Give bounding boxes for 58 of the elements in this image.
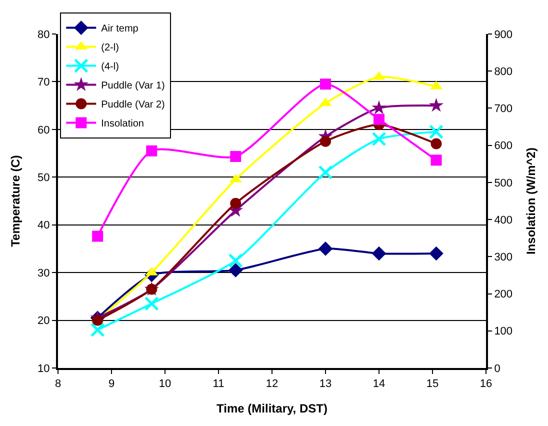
y-tick-label: 40 bbox=[38, 220, 50, 232]
point bbox=[372, 132, 386, 146]
y-tick-label: 80 bbox=[38, 28, 50, 41]
y2-tick-label: 900 bbox=[494, 28, 513, 41]
x-tick-label: 13 bbox=[319, 378, 332, 390]
y-tick-label: 70 bbox=[38, 76, 50, 89]
y2-axis-title: Insolation (W/m^2) bbox=[524, 147, 538, 255]
legend-label: Puddle (Var 2) bbox=[101, 100, 165, 111]
x-tick-label: 14 bbox=[372, 378, 386, 390]
point bbox=[320, 136, 331, 147]
point bbox=[428, 98, 444, 112]
y-tick-label: 30 bbox=[38, 267, 50, 280]
y2-tick-label: 400 bbox=[494, 214, 513, 226]
x-tick-label: 11 bbox=[212, 378, 224, 390]
legend-label: Insolation bbox=[101, 118, 144, 130]
y-tick-label: 60 bbox=[38, 124, 50, 136]
y2-tick-label: 100 bbox=[494, 326, 513, 338]
point bbox=[230, 150, 242, 162]
point bbox=[228, 253, 243, 268]
point bbox=[429, 246, 444, 261]
point bbox=[92, 230, 104, 242]
y-tick-label: 10 bbox=[38, 362, 50, 375]
y2-tick-label: 500 bbox=[494, 177, 513, 190]
point bbox=[318, 242, 333, 256]
x-tick-label: 9 bbox=[108, 378, 115, 390]
point bbox=[374, 114, 384, 125]
x-tick-label: 8 bbox=[54, 378, 62, 390]
point bbox=[144, 296, 159, 311]
point bbox=[320, 78, 331, 90]
legend-label: Air temp bbox=[101, 24, 139, 35]
legend-label: Puddle (Var 1) bbox=[101, 80, 165, 92]
y2-tick-label: 600 bbox=[494, 140, 513, 152]
point bbox=[430, 138, 442, 150]
x-tick-label: 12 bbox=[266, 378, 278, 390]
point bbox=[430, 154, 442, 166]
point bbox=[228, 263, 243, 278]
y2-tick-label: 0 bbox=[494, 362, 500, 375]
point bbox=[90, 322, 105, 338]
y2-tick-label: 200 bbox=[494, 288, 513, 301]
y2-tick-label: 800 bbox=[494, 66, 513, 78]
y2-tick-label: 700 bbox=[494, 103, 513, 116]
y-tick-label: 50 bbox=[38, 172, 50, 184]
y-axis-title: Temperature (C) bbox=[8, 155, 22, 247]
point bbox=[429, 124, 444, 140]
legend-label: (4-l) bbox=[101, 62, 119, 73]
point bbox=[146, 145, 158, 156]
point bbox=[230, 198, 242, 209]
x-axis-title: Time (Military, DST) bbox=[216, 402, 328, 416]
y-tick-label: 20 bbox=[38, 315, 50, 328]
point bbox=[92, 314, 104, 326]
point bbox=[372, 246, 386, 261]
x-tick-label: 16 bbox=[480, 378, 492, 390]
point bbox=[372, 100, 386, 114]
point bbox=[318, 165, 333, 180]
legend-label: (2-l) bbox=[101, 42, 119, 54]
y2-tick-label: 300 bbox=[494, 252, 513, 264]
x-tick-label: 10 bbox=[158, 378, 172, 390]
x-tick-label: 15 bbox=[426, 378, 439, 390]
